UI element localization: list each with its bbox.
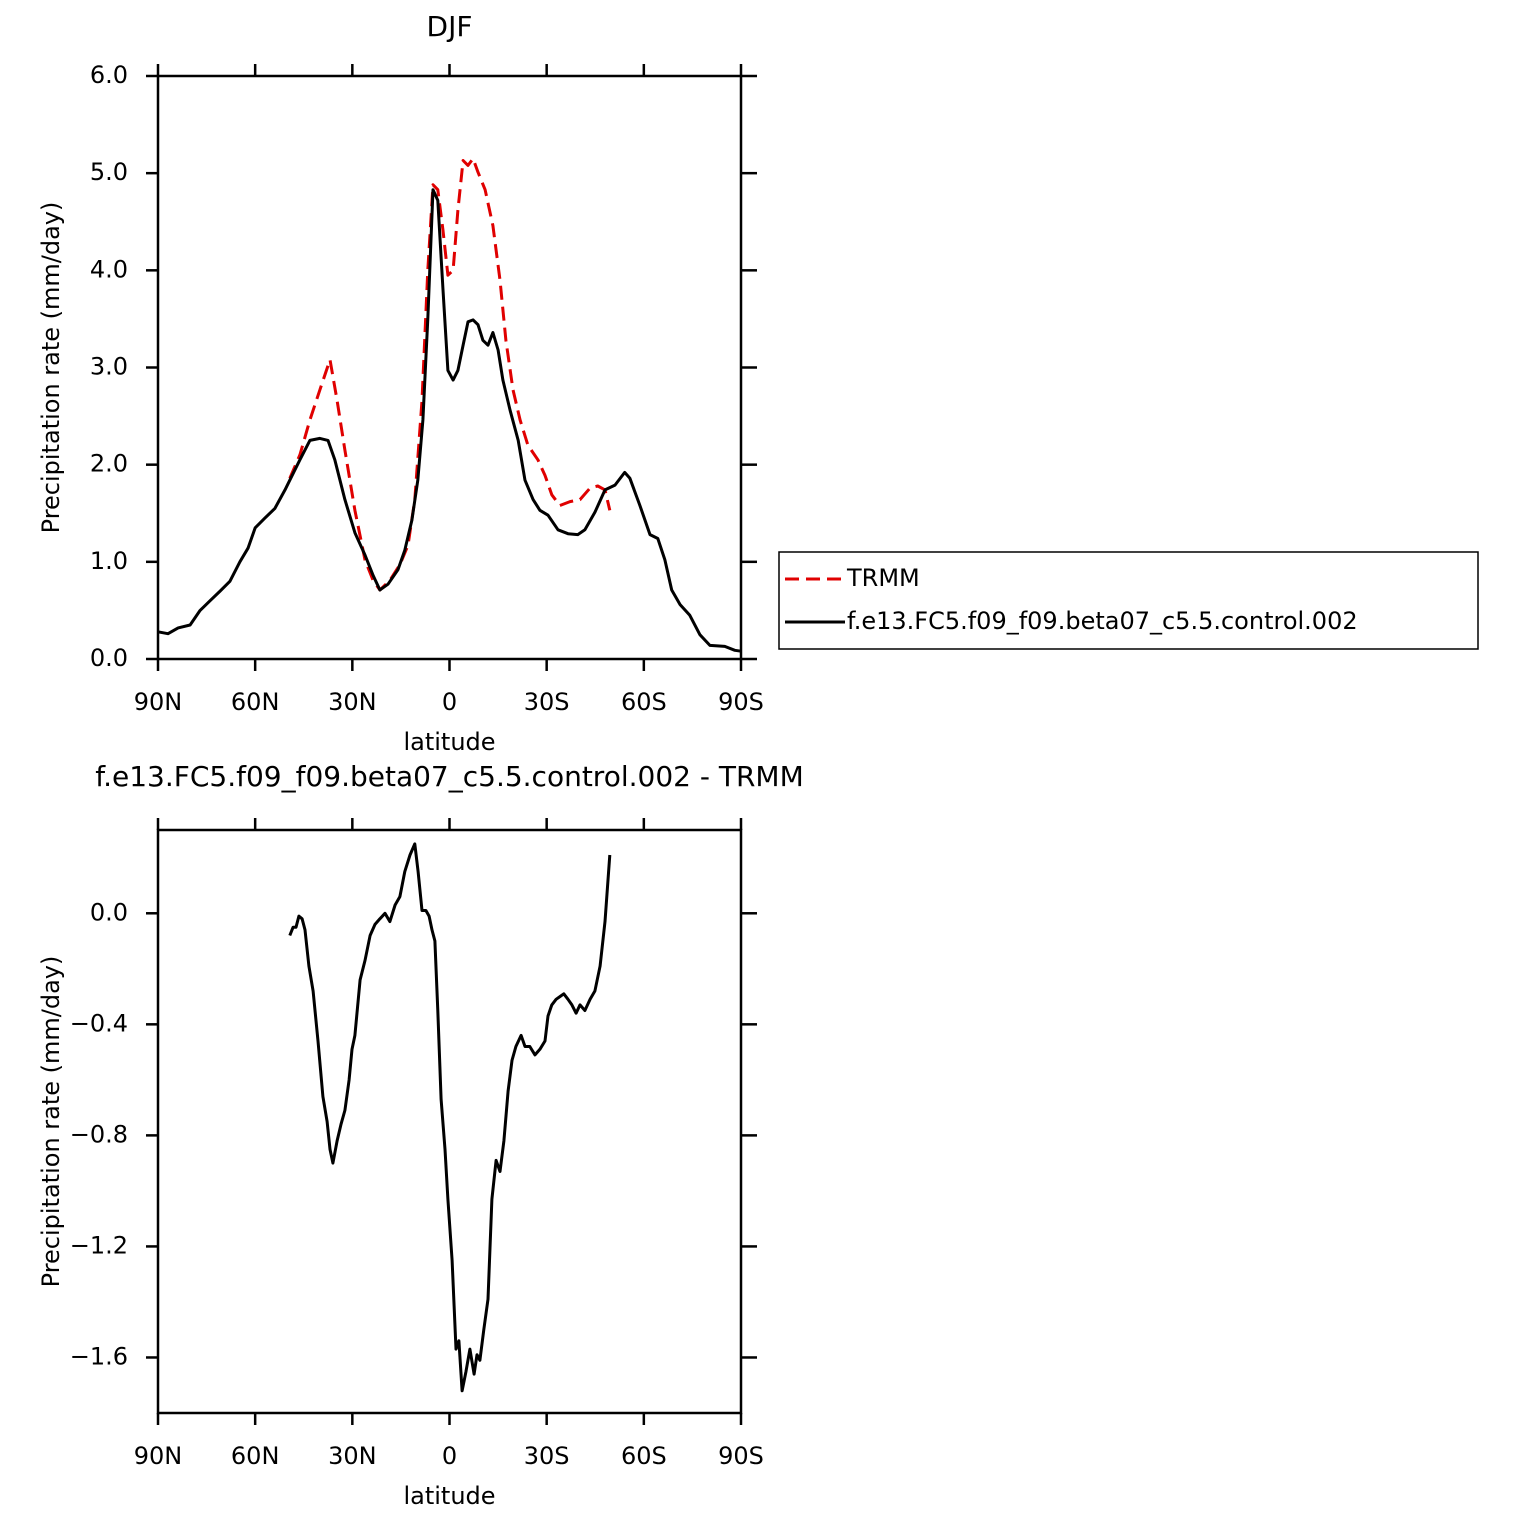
x-tick-label: 30N — [328, 688, 377, 716]
chart-title: f.e13.FC5.f09_f09.beta07_c5.5.control.00… — [95, 760, 804, 793]
x-tick-label: 60N — [231, 1442, 280, 1470]
data-line — [288, 842, 612, 1393]
x-tick-label: 90N — [134, 1442, 183, 1470]
x-tick-label: 30N — [328, 1442, 377, 1470]
y-tick-label: 3.0 — [90, 353, 128, 381]
y-tick-label: 2.0 — [90, 450, 128, 478]
x-tick-label: 90S — [718, 1442, 764, 1470]
y-tick-label: −1.6 — [70, 1342, 128, 1370]
y-tick-label: −0.4 — [70, 1009, 128, 1037]
y-tick-label: 5.0 — [90, 158, 128, 186]
x-axis-label: latitude — [403, 728, 495, 756]
data-line — [157, 188, 742, 653]
x-tick-label: 90S — [718, 688, 764, 716]
legend-label: TRMM — [846, 564, 920, 592]
y-tick-label: 6.0 — [90, 61, 128, 89]
y-tick-label: −1.2 — [70, 1231, 128, 1259]
data-line — [288, 157, 612, 592]
y-tick-label: −0.8 — [70, 1120, 128, 1148]
legend-box — [778, 551, 1479, 650]
y-axis-label: Precipitation rate (mm/day) — [37, 956, 65, 1288]
y-tick-label: 0.0 — [90, 644, 128, 672]
y-axis-label: Precipitation rate (mm/day) — [37, 202, 65, 534]
x-axis-label: latitude — [403, 1482, 495, 1510]
plot-frame — [156, 74, 743, 661]
x-tick-label: 90N — [134, 688, 183, 716]
x-tick-label: 0 — [442, 688, 457, 716]
chart-title: DJF — [427, 10, 473, 43]
x-tick-label: 60N — [231, 688, 280, 716]
x-tick-label: 30S — [524, 1442, 570, 1470]
legend-label: f.e13.FC5.f09_f09.beta07_c5.5.control.00… — [847, 607, 1358, 635]
x-tick-label: 60S — [621, 1442, 667, 1470]
y-tick-label: 0.0 — [90, 898, 128, 926]
x-tick-label: 30S — [524, 688, 570, 716]
plot-frame — [156, 828, 743, 1415]
y-tick-label: 4.0 — [90, 255, 128, 283]
y-tick-label: 1.0 — [90, 547, 128, 575]
x-tick-label: 60S — [621, 688, 667, 716]
x-tick-label: 0 — [442, 1442, 457, 1470]
